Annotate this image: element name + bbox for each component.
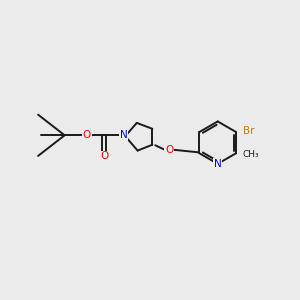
Text: Br: Br <box>243 126 255 136</box>
Text: CH₃: CH₃ <box>243 150 259 159</box>
Text: O: O <box>100 152 109 161</box>
Text: O: O <box>165 145 173 155</box>
Text: N: N <box>120 130 128 140</box>
Text: O: O <box>82 130 91 140</box>
Text: N: N <box>214 159 222 169</box>
